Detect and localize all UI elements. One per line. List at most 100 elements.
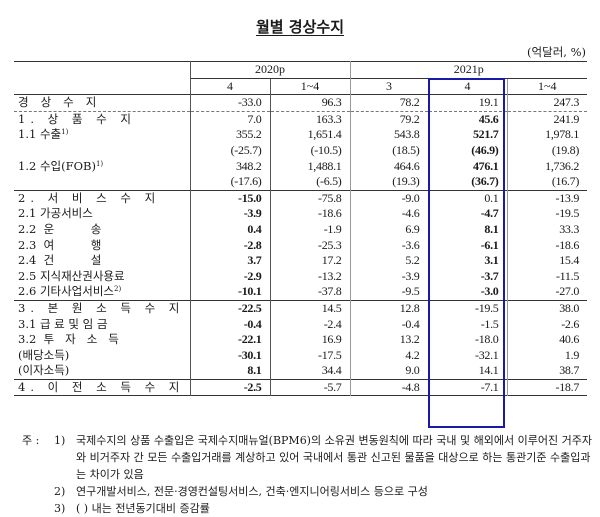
current-account-table: 2020p 2021p 4 1~4 3 4 1~4 경상수지 -33.0 96.… [14, 61, 588, 396]
row-label: 1.1 수출1) [18, 127, 69, 142]
cell: 1,488.1 [269, 158, 350, 175]
cell: -2.9 [189, 268, 270, 285]
cell: 355.2 [189, 127, 270, 143]
cell: 1,651.4 [269, 127, 350, 143]
cell: 3.7 [189, 253, 270, 269]
cell: 9.0 [349, 363, 428, 380]
row-label: 2.6 기타사업서비스2) [18, 284, 122, 299]
row-label: 2.3 여 행 [18, 237, 102, 252]
row-label: 2.2 운 송 [18, 221, 102, 236]
table-row: 2.2 운 송 0.4 -1.9 6.9 8.1 33.3 [14, 221, 588, 238]
table-row: (이자소득) 8.1 34.4 9.0 14.1 38.7 [14, 363, 588, 380]
cell: 476.1 [427, 158, 507, 175]
table-row: 1. 상 품 수 지 7.0 163.3 79.2 45.6 241.9 [14, 111, 588, 128]
cell: -3.9 [189, 206, 270, 222]
cell: 1,736.2 [506, 158, 588, 175]
row-label: 경상수지 [18, 95, 109, 110]
cell: -18.0 [427, 332, 507, 348]
cell: -22.5 [189, 300, 270, 317]
header-period: 1~4 [506, 77, 588, 95]
footnote-text: ( ) 내는 전년동기대비 증감률 [76, 502, 210, 515]
cell: 8.1 [189, 363, 270, 380]
footnote-text: 연구개발서비스, 전문·경영컨설팅서비스, 건축·엔지니어링서비스 등으로 구성 [76, 485, 428, 498]
cell: -33.0 [189, 94, 270, 112]
cell: (36.7) [427, 174, 507, 191]
cell: -4.7 [427, 206, 507, 222]
cell: -18.7 [506, 379, 588, 396]
cell: 543.8 [349, 127, 428, 143]
cell: -0.4 [189, 316, 270, 333]
cell: (-17.6) [189, 174, 270, 191]
cell: -22.1 [189, 332, 270, 348]
table-row: 1.2 수입(FOB)1) 348.2 1,488.1 464.6 476.1 … [14, 158, 588, 175]
cell: (19.3) [349, 174, 428, 191]
cell: -2.4 [269, 316, 350, 333]
cell: 8.1 [427, 221, 507, 238]
cell: -4.8 [349, 379, 428, 396]
cell: 6.9 [349, 221, 428, 238]
header-year-2020: 2020p [189, 61, 350, 79]
cell: 0.4 [189, 221, 270, 238]
cell: 38.0 [506, 300, 588, 317]
header-label-cell [14, 62, 190, 95]
row-label: 2.1 가공서비스 [18, 206, 93, 221]
row-label: 2.4 건 설 [18, 253, 102, 268]
footnote-item: 2) 연구개발서비스, 전문·경영컨설팅서비스, 건축·엔지니어링서비스 등으로… [22, 483, 592, 500]
footnote-number: 2) [54, 485, 66, 498]
cell: -9.5 [349, 284, 428, 301]
cell: -2.6 [506, 316, 588, 333]
cell: -3.9 [349, 268, 428, 285]
cell: 1,978.1 [506, 127, 588, 143]
row-label: (배당소득) [18, 347, 70, 362]
cell: 96.3 [269, 94, 350, 112]
cell: 78.2 [349, 94, 428, 112]
cell: (19.8) [506, 142, 588, 159]
header-period: 3 [349, 77, 428, 95]
cell: -18.6 [506, 237, 588, 254]
cell: -3.7 [427, 268, 507, 285]
row-label: 3.1 급 료 및 임 금 [18, 316, 108, 331]
row-label: 3. 본 원 소 득 수 지 [18, 300, 185, 315]
cell: 521.7 [427, 127, 507, 143]
cell: -19.5 [506, 206, 588, 222]
row-label: (이자소득) [18, 363, 70, 378]
cell: 5.2 [349, 253, 428, 269]
cell: -19.5 [427, 300, 507, 317]
table-row: 2.4 건 설 3.7 17.2 5.2 3.1 15.4 [14, 253, 588, 269]
cell: -9.0 [349, 190, 428, 207]
cell: (-25.7) [189, 142, 270, 159]
cell: 163.3 [269, 111, 350, 128]
cell: 0.1 [427, 190, 507, 207]
cell: 12.8 [349, 300, 428, 317]
table-row: 2.3 여 행 -2.8 -25.3 -3.6 -6.1 -18.6 [14, 237, 588, 254]
cell: -18.6 [269, 206, 350, 222]
header-period: 4 [427, 77, 507, 95]
cell: 79.2 [349, 111, 428, 128]
cell: 17.2 [269, 253, 350, 269]
cell: 14.5 [269, 300, 350, 317]
unit-label: (억달러, %) [527, 45, 586, 59]
cell: -37.8 [269, 284, 350, 301]
cell: 45.6 [427, 111, 507, 128]
row-label: 2.5 지식재산권사용료 [18, 268, 125, 283]
cell: -2.8 [189, 237, 270, 254]
cell: -30.1 [189, 347, 270, 364]
cell: (18.5) [349, 142, 428, 159]
cell: 13.2 [349, 332, 428, 348]
table-row: 3.2 투 자 소 득 -22.1 16.9 13.2 -18.0 40.6 [14, 332, 588, 348]
cell: -3.6 [349, 237, 428, 254]
cell: 38.7 [506, 363, 588, 380]
header-period: 1~4 [269, 77, 350, 95]
table-row: 2.1 가공서비스 -3.9 -18.6 -4.6 -4.7 -19.5 [14, 206, 588, 222]
cell: 34.4 [269, 363, 350, 380]
row-label: 3.2 투 자 소 득 [18, 332, 119, 347]
cell: -17.5 [269, 347, 350, 364]
cell: 7.0 [189, 111, 270, 128]
table-row: 경상수지 -33.0 96.3 78.2 19.1 247.3 [14, 94, 588, 112]
cell: -13.2 [269, 268, 350, 285]
footnotes: 주 : 1) 국제수지의 상품 수출입은 국제수지매뉴얼(BPM6)의 소유권 … [22, 432, 592, 517]
cell: -5.7 [269, 379, 350, 396]
cell: -27.0 [506, 284, 588, 301]
cell: 19.1 [427, 94, 507, 112]
header-period: 4 [189, 77, 270, 95]
